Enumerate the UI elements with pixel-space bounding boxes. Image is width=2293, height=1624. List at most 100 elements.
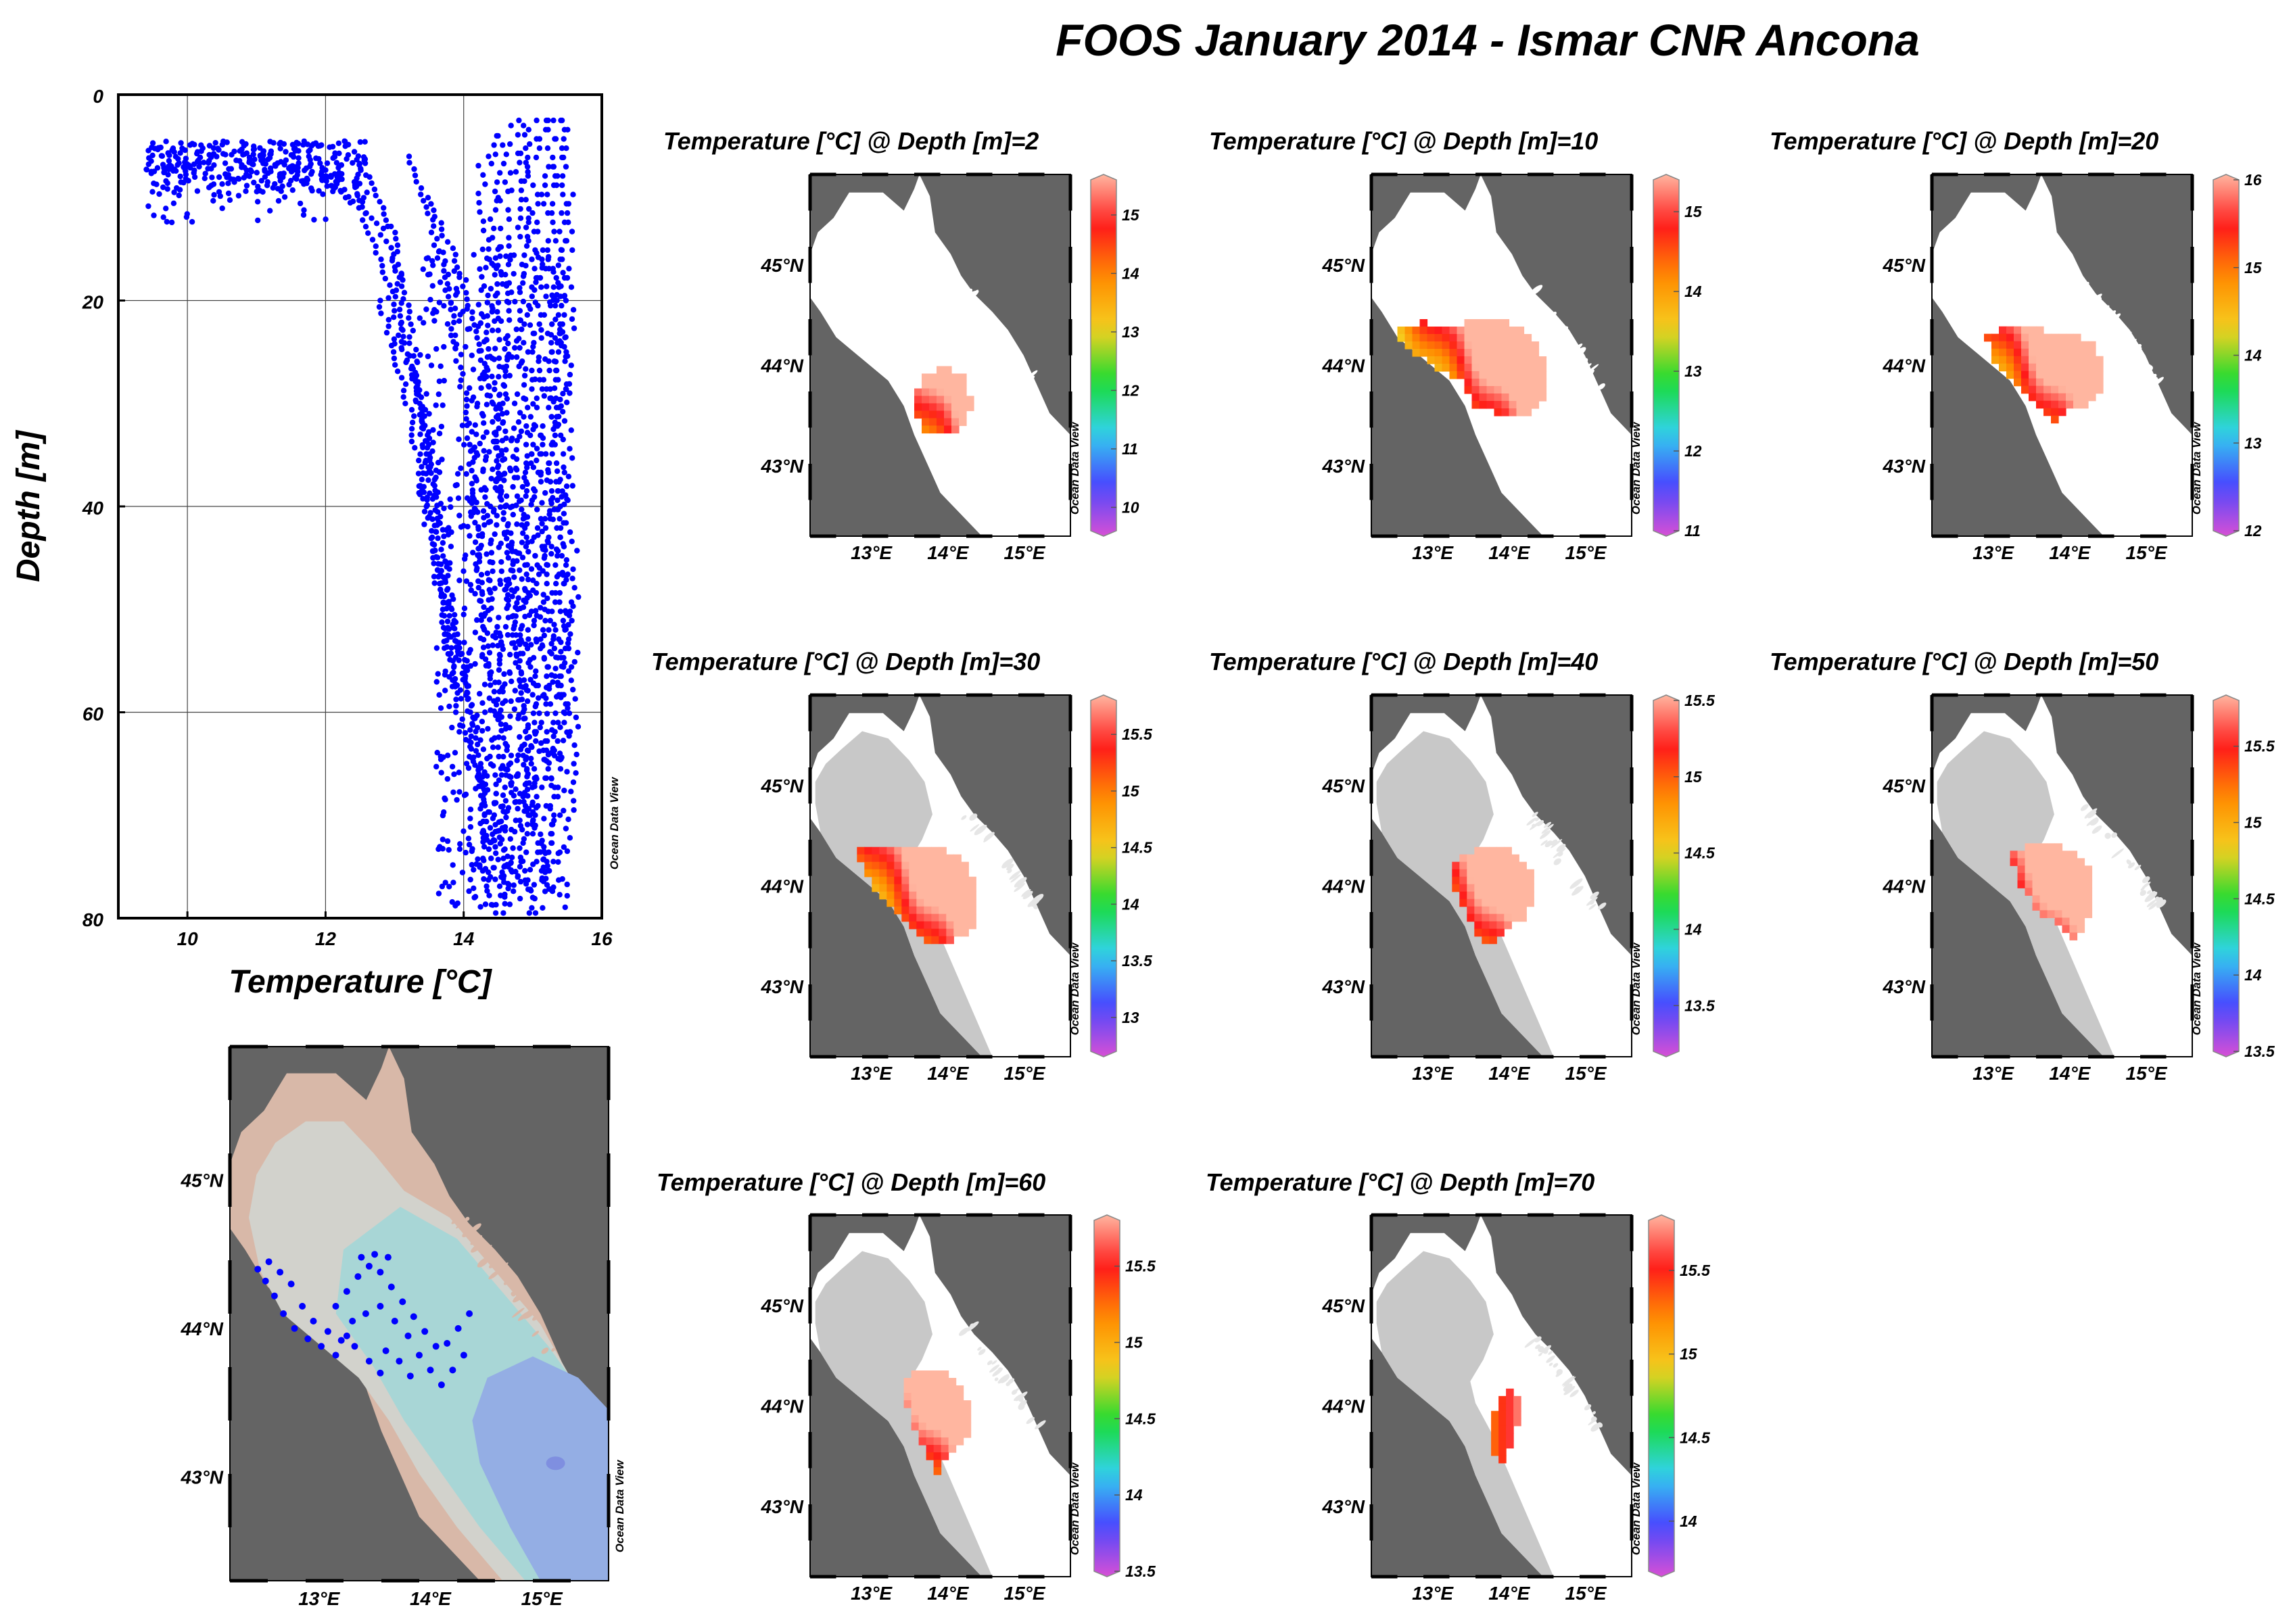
shelf-mask	[1376, 1251, 1554, 1577]
lon-tick-label: 13°E	[298, 1588, 340, 1609]
station-point	[324, 1328, 331, 1335]
lon-tick-label: 14°E	[927, 1583, 969, 1604]
lat-tick-label: 44°N	[1321, 876, 1365, 897]
station-point	[466, 1310, 473, 1317]
station-point	[304, 1335, 312, 1343]
station-point	[280, 1310, 287, 1317]
station-point	[349, 1318, 356, 1324]
island	[511, 1291, 516, 1297]
station-point	[270, 1292, 278, 1299]
station-map: 13°E 14°E 15°E 45°N 44°N 43°N Ocean Data View	[180, 1045, 626, 1609]
station-point	[365, 1262, 373, 1270]
lat-tick-label: 44°N	[1882, 876, 1925, 897]
lon-tick-label: 14°E	[410, 1588, 452, 1609]
colorbar-tick-label: 13.5	[1125, 1562, 1156, 1580]
map-frame-ticks	[808, 693, 1072, 1059]
island	[512, 1308, 525, 1318]
island	[471, 1243, 483, 1253]
panel-depth-20: Temperature [°C] @ Depth [m]=20 13°E 14°E 1…	[1770, 127, 2263, 563]
colorbar-tick-label: 15	[1122, 206, 1140, 224]
station-point	[332, 1303, 339, 1310]
colorbar-tick-label: 11	[1684, 522, 1701, 540]
x-tick-label: 16	[591, 928, 613, 949]
lon-tick-label: 14°E	[2049, 542, 2091, 563]
station-point	[318, 1343, 325, 1350]
colorbar	[1648, 1214, 1675, 1577]
station-point	[444, 1339, 451, 1347]
map-frame-ticks	[808, 172, 1072, 538]
panel-depth-2: Temperature [°C] @ Depth [m]=2 13°E 14°E 15…	[663, 127, 1140, 563]
station-point	[277, 1268, 284, 1276]
lat-tick-label: 43°N	[1882, 976, 1925, 997]
station-point	[396, 1358, 403, 1365]
lon-tick-label: 13°E	[1412, 1063, 1454, 1084]
colorbar-tick-label: 15	[1122, 782, 1140, 800]
heatmap-cells	[1984, 326, 2104, 424]
map-frame-ticks	[1369, 172, 1634, 538]
station-point	[410, 1313, 417, 1320]
colorbar-tick-label: 13	[1684, 362, 1702, 380]
figure-title: FOOS January 2014 - Ismar CNR Ancona	[1056, 15, 1920, 65]
profile-points	[143, 117, 582, 916]
colorbar-tick-label: 13.5	[1122, 952, 1153, 970]
island	[456, 1218, 469, 1229]
map-frame-ticks	[1930, 693, 2194, 1059]
lon-tick-label: 14°E	[2049, 1063, 2091, 1084]
station-point	[332, 1352, 339, 1359]
lat-tick-label: 43°N	[760, 456, 803, 477]
station-point	[265, 1258, 273, 1266]
station-point	[377, 1303, 384, 1310]
station-point	[291, 1324, 298, 1332]
shelf-mask	[815, 1251, 993, 1577]
lat-tick-label: 43°N	[1321, 456, 1365, 477]
lat-tick-label: 44°N	[760, 876, 803, 897]
islands	[1526, 811, 1607, 910]
bathymetry-deep-spot	[546, 1456, 565, 1471]
odv-watermark: Ocean Data View	[613, 1459, 626, 1552]
lat-tick-label: 43°N	[760, 976, 803, 997]
panel-depth-30: Temperature [°C] @ Depth [m]=30 13°E 14°E 1…	[651, 648, 1153, 1084]
island	[532, 1314, 540, 1321]
stations	[254, 1251, 473, 1389]
islands	[2080, 804, 2167, 910]
lon-tick-label: 15°E	[1565, 1583, 1607, 1604]
lat-tick-label: 45°N	[180, 1170, 223, 1191]
lat-tick-label: 45°N	[1882, 255, 1925, 276]
panel-title: Temperature [°C] @ Depth [m]=70	[1206, 1168, 1594, 1196]
lat-tick-label: 45°N	[1882, 775, 1925, 796]
lon-tick-label: 13°E	[1972, 1063, 2014, 1084]
x-tick-label: 14	[453, 928, 475, 949]
lon-tick-label: 14°E	[1488, 1583, 1530, 1604]
colorbar-tick-label: 14.5	[2244, 890, 2275, 907]
lat-tick-label: 44°N	[180, 1318, 223, 1339]
station-point	[382, 1347, 389, 1354]
panel-depth-50: Temperature [°C] @ Depth [m]=50 13°E 14°E 1…	[1770, 648, 2275, 1084]
lat-tick-label: 44°N	[1321, 1395, 1365, 1416]
station-point	[427, 1366, 434, 1374]
y-tick-label: 20	[82, 292, 104, 313]
colorbar-tick-label: 13.5	[2244, 1043, 2275, 1060]
odv-watermark: Ocean Data View	[1068, 1462, 1081, 1555]
station-point	[262, 1277, 269, 1285]
colorbar-tick-label: 15	[2244, 814, 2263, 832]
lon-tick-label: 13°E	[851, 1063, 893, 1084]
colorbar-tick-label: 14.5	[1122, 839, 1153, 857]
station-point	[377, 1369, 384, 1377]
colorbar-tick-label: 11	[1122, 440, 1138, 458]
island	[541, 1347, 549, 1354]
station-point	[421, 1328, 429, 1335]
panel-depth-70: Temperature [°C] @ Depth [m]=70 13°E 14°E 1…	[1206, 1168, 1711, 1604]
bathymetry-deep	[472, 1356, 609, 1581]
station-point	[299, 1303, 306, 1310]
lon-tick-label: 15°E	[1565, 1063, 1607, 1084]
colorbar-tick-label: 15.5	[1684, 692, 1716, 709]
station-point	[254, 1266, 262, 1273]
island	[518, 1295, 523, 1300]
heatmap-cells	[914, 366, 974, 434]
panel-title: Temperature [°C] @ Depth [m]=60	[657, 1168, 1045, 1196]
lat-tick-label: 44°N	[1882, 355, 1925, 376]
station-point	[438, 1381, 445, 1389]
station-point	[351, 1343, 358, 1350]
colorbar-tick-label: 14.5	[1680, 1429, 1711, 1446]
panel-title: Temperature [°C] @ Depth [m]=2	[663, 127, 1039, 155]
